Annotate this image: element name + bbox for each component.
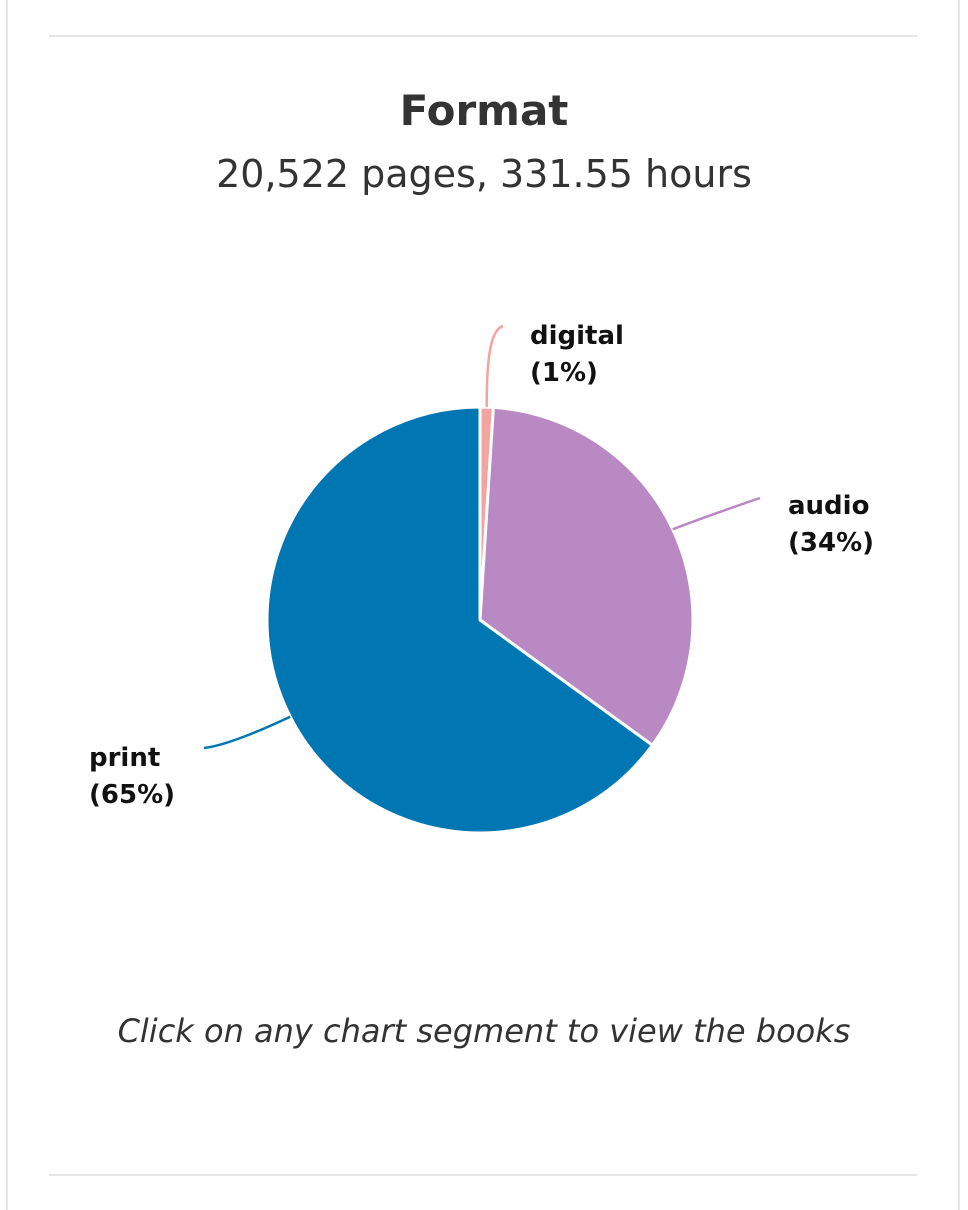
bottom-divider	[49, 1174, 917, 1176]
slice-label-audio: audio	[788, 491, 869, 521]
top-divider	[49, 35, 917, 37]
slice-label-digital: digital	[530, 321, 624, 351]
slice-label-print: print	[89, 743, 160, 773]
connector-print	[203, 715, 291, 750]
slice-percent-print: (65%)	[89, 780, 175, 810]
slice-percent-digital: (1%)	[530, 358, 598, 388]
chart-card	[6, 0, 960, 1210]
chart-subtitle: 20,522 pages, 331.55 hours	[216, 152, 752, 196]
pie-slice-print[interactable]	[265, 405, 654, 835]
slice-percent-audio: (34%)	[788, 528, 874, 558]
connector-audio	[672, 496, 761, 531]
connector-digital	[485, 324, 504, 408]
chart-hint: Click on any chart segment to view the b…	[117, 1012, 851, 1050]
chart-title: Format	[399, 86, 569, 135]
